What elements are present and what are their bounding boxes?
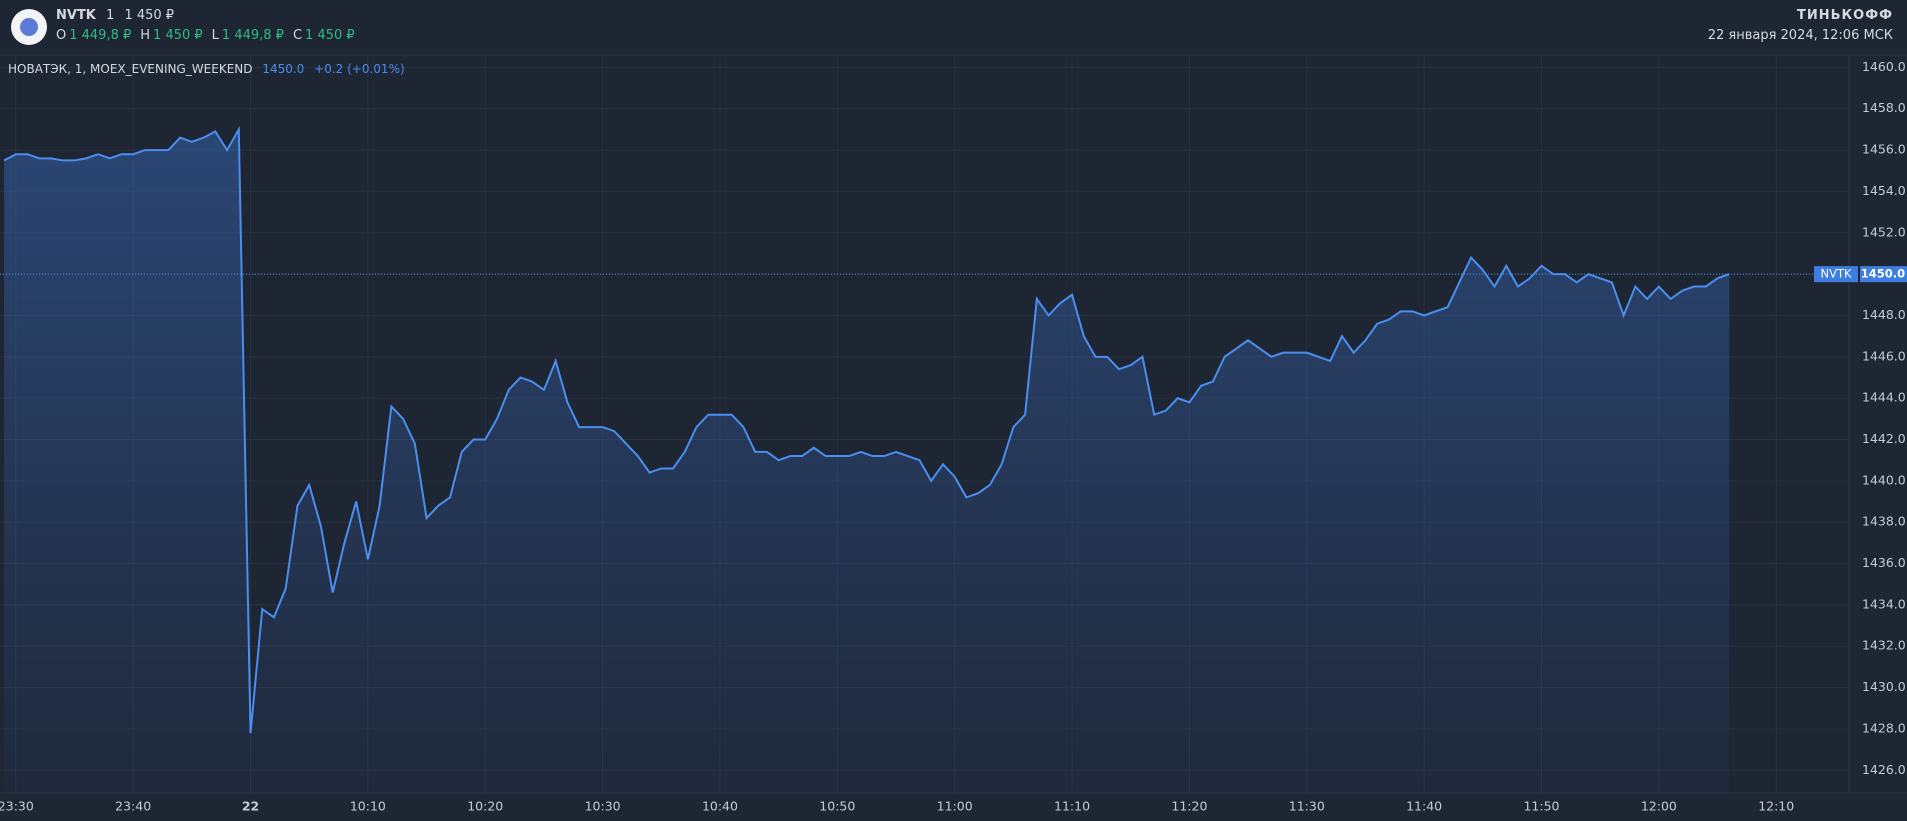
datetime: 22 января 2024, 12:06 МСК xyxy=(1707,28,1893,43)
x-tick-label: 22 xyxy=(242,799,259,814)
x-tick-label: 11:40 xyxy=(1406,799,1442,814)
y-tick-label: 1440.0 xyxy=(1862,472,1906,487)
brand: ТИНЬКОФФ xyxy=(1797,8,1893,23)
y-tick-label: 1458.0 xyxy=(1862,100,1906,115)
x-tick-label: 10:40 xyxy=(702,799,738,814)
x-tick-label: 11:30 xyxy=(1289,799,1325,814)
ohlc-value: 1 450 ₽ xyxy=(305,28,355,43)
legend-value: 1450.0 xyxy=(262,62,305,76)
y-tick-label: 1446.0 xyxy=(1862,348,1906,363)
ohlc-key: O xyxy=(56,28,67,43)
y-tick-label: 1434.0 xyxy=(1862,596,1906,611)
x-tick-label: 12:10 xyxy=(1758,799,1794,814)
y-tick-label: 1432.0 xyxy=(1862,638,1906,653)
y-tick-label: 1426.0 xyxy=(1862,762,1906,777)
x-tick-label: 10:50 xyxy=(819,799,855,814)
y-tick-label: 1460.0 xyxy=(1862,59,1906,74)
ticker: NVTK xyxy=(56,8,96,23)
x-tick-label: 11:50 xyxy=(1523,799,1559,814)
y-tick-label: 1456.0 xyxy=(1862,142,1906,157)
y-tick-label: 1448.0 xyxy=(1862,307,1906,322)
y-tick-label: 1444.0 xyxy=(1862,390,1906,405)
y-tick-label: 1454.0 xyxy=(1862,183,1906,198)
x-tick-label: 23:40 xyxy=(115,799,151,814)
x-tick-label: 11:20 xyxy=(1171,799,1207,814)
y-tick-label: 1430.0 xyxy=(1862,679,1906,694)
y-tick-label: 1436.0 xyxy=(1862,555,1906,570)
x-tick-label: 10:10 xyxy=(350,799,386,814)
logo-mark xyxy=(20,18,38,36)
y-tick-label: 1452.0 xyxy=(1862,224,1906,239)
x-tick-label: 11:10 xyxy=(1054,799,1090,814)
x-tick-label: 10:30 xyxy=(585,799,621,814)
ohlc-key: H xyxy=(140,28,151,43)
ohlc-value: 1 449,8 ₽ xyxy=(221,28,284,43)
x-tick-label: 23:30 xyxy=(0,799,34,814)
line xyxy=(3,125,1730,734)
ohlc-key: L xyxy=(211,28,219,43)
y-tick-label: 1442.0 xyxy=(1862,431,1906,446)
ohlc-value: 1 449,8 ₽ xyxy=(69,28,132,43)
ticker-row: NVTK 1 1 450 ₽ xyxy=(56,8,180,23)
legend-row: НОВАТЭК, 1, MOEX_EVENING_WEEKEND 1450.0 … xyxy=(8,62,411,76)
interval: 1 xyxy=(106,8,115,23)
legend-name: НОВАТЭК, 1, MOEX_EVENING_WEEKEND xyxy=(8,62,253,76)
ohlc-value: 1 450 ₽ xyxy=(153,28,203,43)
price-name-box xyxy=(1814,266,1858,283)
y-tick-label: 1428.0 xyxy=(1862,720,1906,735)
price-label-box xyxy=(1860,266,1907,283)
y-tick-label: 1438.0 xyxy=(1862,514,1906,529)
price-name: NVTK xyxy=(1820,267,1851,281)
area xyxy=(4,129,1730,794)
x-tick-label: 11:00 xyxy=(937,799,973,814)
x-tick-label: 10:20 xyxy=(467,799,503,814)
price: 1 450 ₽ xyxy=(124,8,175,23)
ohlc-key: C xyxy=(292,28,303,43)
x-tick-label: 12:00 xyxy=(1641,799,1677,814)
price-label: 1450.0 xyxy=(1861,267,1905,281)
legend-change: +0.2 (+0.01%) xyxy=(314,62,405,76)
